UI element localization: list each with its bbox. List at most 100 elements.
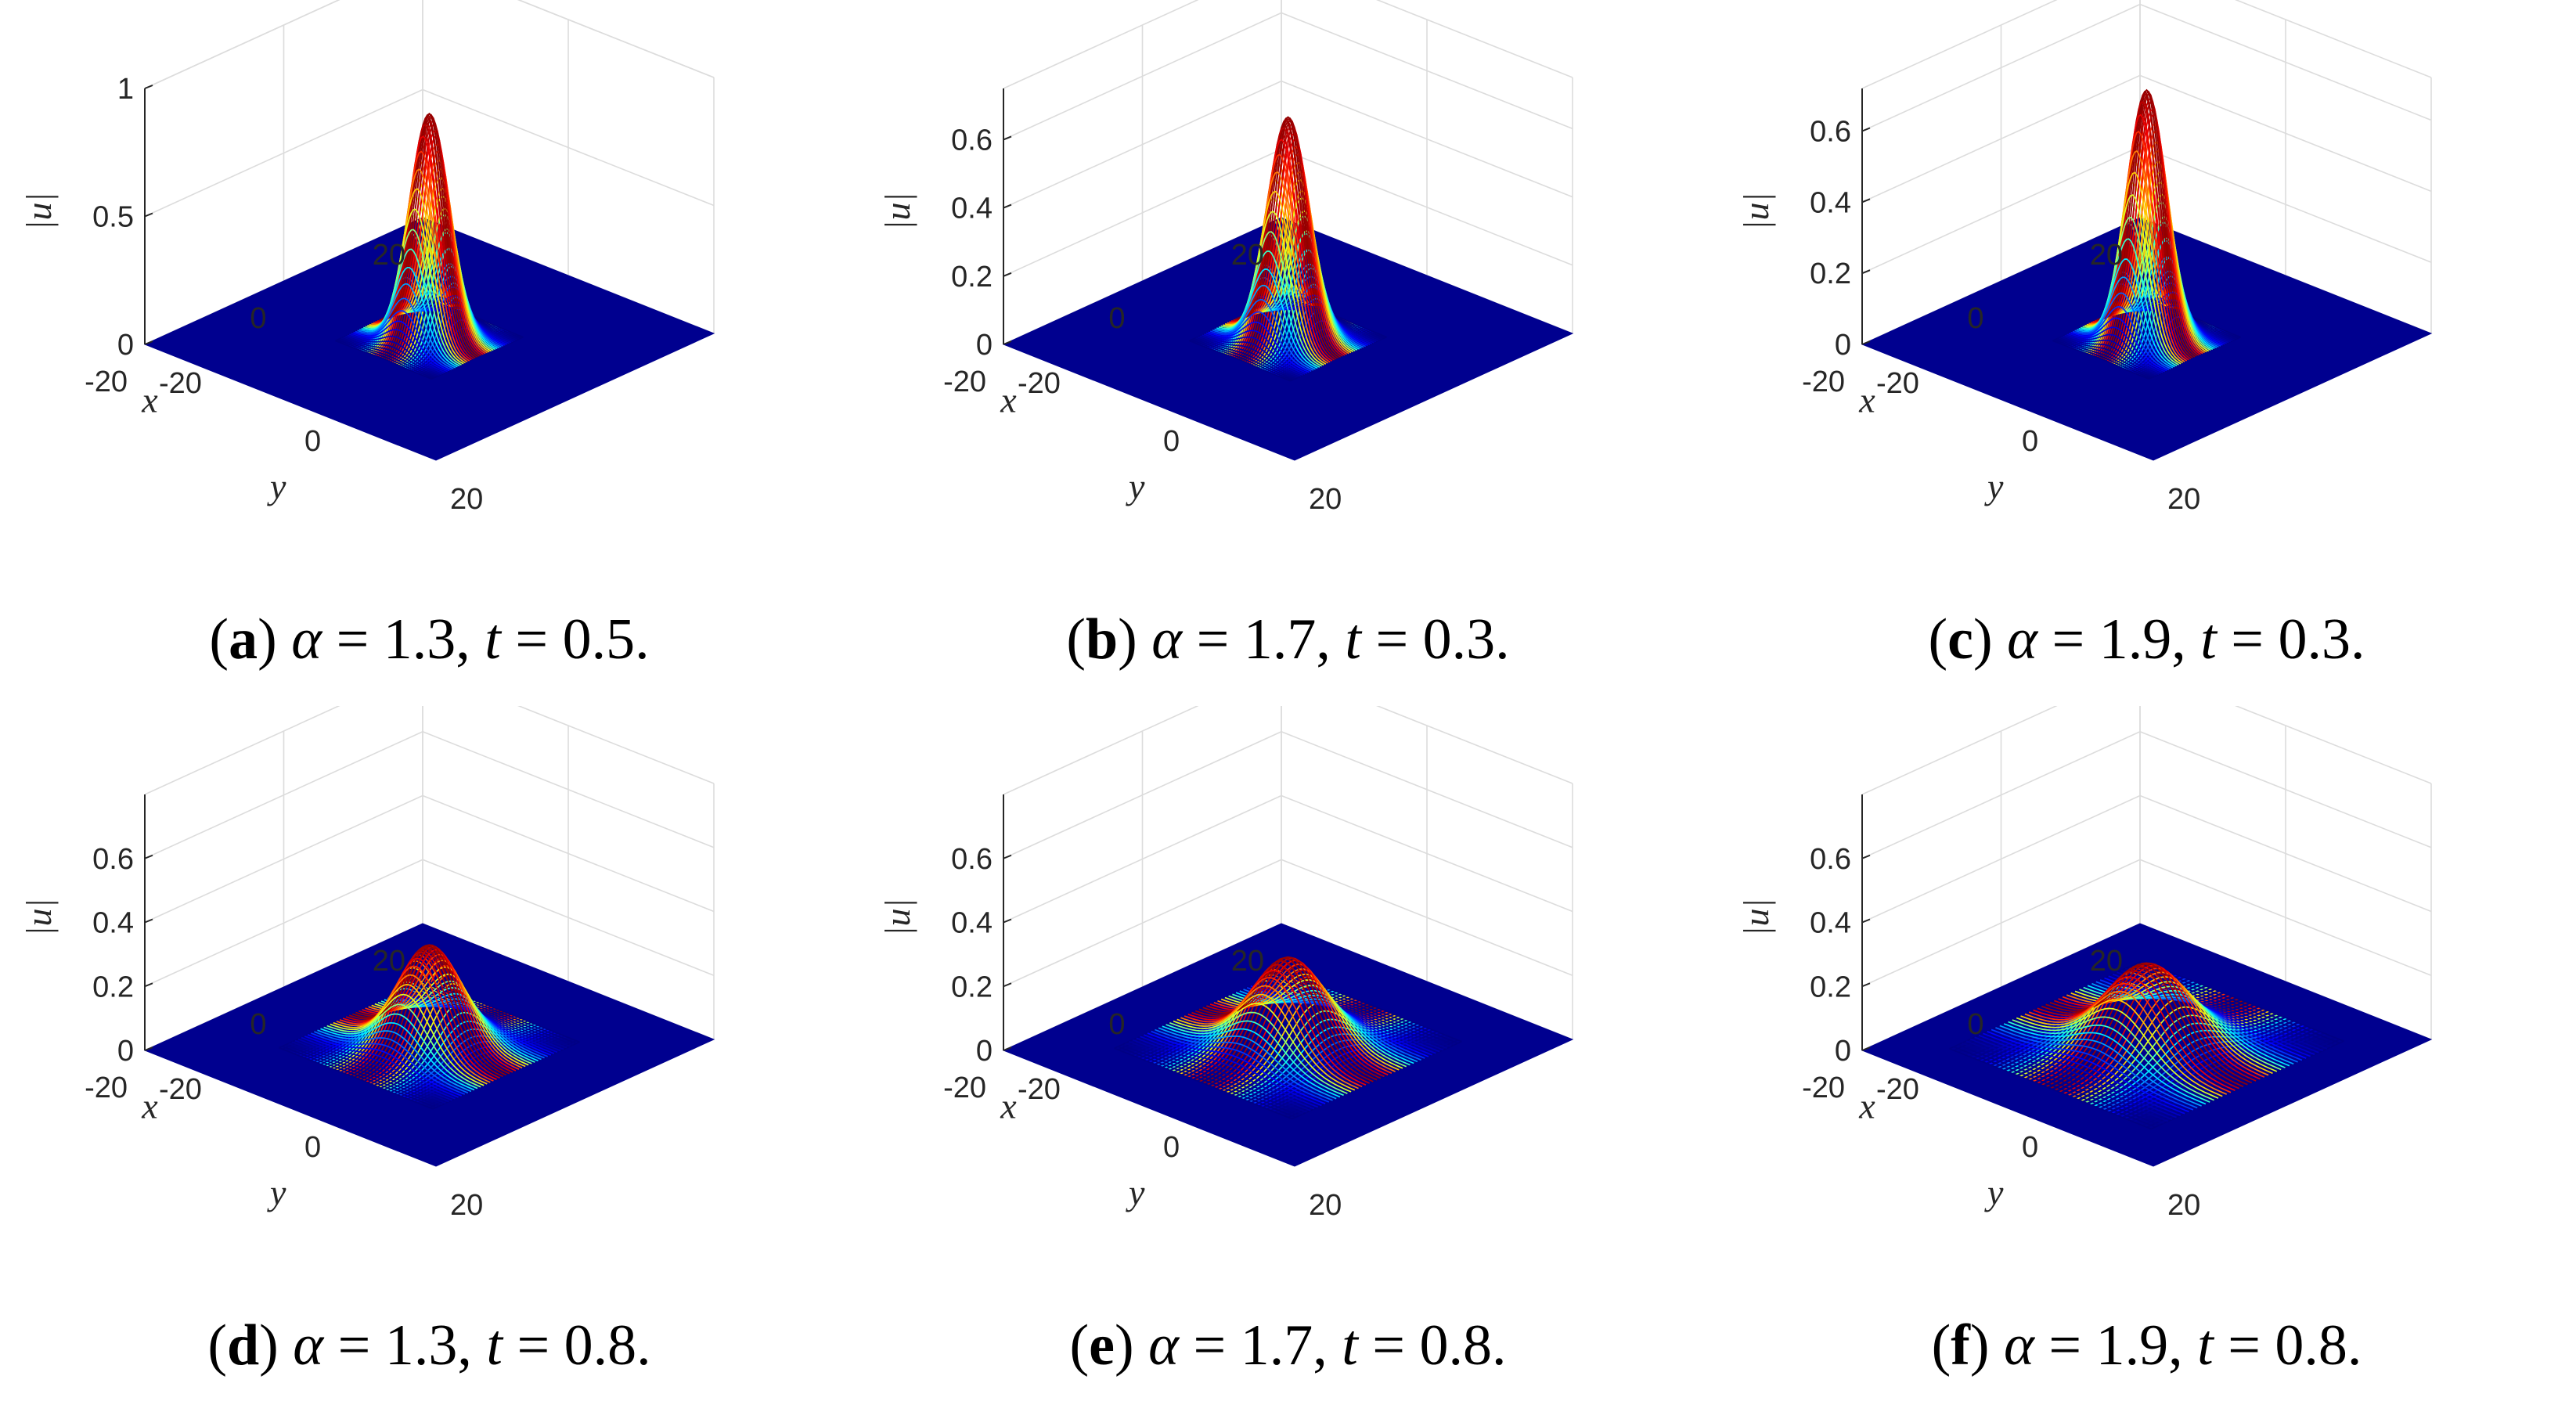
z-tick-label: 0.2: [951, 261, 993, 294]
z-tick-mark: [144, 1046, 153, 1051]
z-tick-mark: [1861, 340, 1871, 345]
mesh-line: [2041, 966, 2244, 1088]
x-tick-label: 20: [373, 945, 405, 978]
grid-line: [1003, 12, 1573, 141]
mesh-line: [339, 338, 436, 378]
grid-line: [1003, 80, 1573, 209]
z-tick-mark: [1003, 340, 1012, 345]
mesh-line: [1256, 233, 1358, 351]
mesh-line: [1957, 1044, 2160, 1126]
x-tick-label: 20: [2090, 945, 2123, 978]
y-tick-label: 20: [2167, 1189, 2200, 1222]
mesh-line: [358, 283, 456, 369]
mesh-line: [1285, 296, 1387, 338]
mesh-line: [379, 116, 476, 359]
caption-a: (a) α = 1.3, t = 0.5.: [209, 607, 650, 672]
box-edge: [144, 706, 715, 795]
mesh-line: [1136, 1037, 1315, 1110]
mesh-line: [1212, 298, 1314, 371]
mesh-line: [1258, 249, 1360, 350]
mesh-line: [1189, 340, 1291, 382]
z-axis-label: |u|: [1736, 193, 1776, 230]
mesh-line: [2054, 339, 2152, 379]
mesh-line: [355, 310, 452, 371]
mesh-line: [385, 120, 482, 356]
mesh-line: [282, 1046, 437, 1108]
y-tick-label: -20: [159, 367, 202, 400]
z-tick-mark: [144, 340, 153, 345]
mesh-line: [2118, 240, 2215, 350]
x-axis-label: x: [1858, 1086, 1875, 1126]
z-tick-mark: [144, 918, 153, 924]
x-tick-label: 0: [1967, 302, 1983, 335]
mesh-line: [375, 135, 472, 361]
grid-line: [144, 794, 715, 924]
y-axis-label: y: [267, 1172, 286, 1212]
mesh-line: [2074, 292, 2171, 369]
mesh-line: [1117, 1046, 1296, 1118]
mesh-line: [2076, 276, 2174, 369]
grid-line: [144, 88, 715, 218]
mesh-line: [1121, 1044, 1300, 1117]
z-tick-mark: [1861, 918, 1871, 924]
grid-line: [144, 859, 715, 987]
mesh-line: [326, 1003, 481, 1088]
z-tick-mark: [1003, 272, 1012, 277]
grid-line: [1003, 859, 1573, 987]
mesh-line: [361, 266, 458, 368]
mesh-line: [1239, 117, 1342, 358]
x-tick-label: -20: [1802, 1072, 1845, 1104]
mesh-line: [1216, 268, 1318, 369]
mesh-line: [339, 965, 494, 1082]
y-tick-label: 20: [1309, 483, 1342, 516]
mesh-line: [396, 993, 552, 1056]
mesh-line: [1187, 970, 1367, 1086]
surface-floor: [1861, 923, 2433, 1167]
panel-e: 0 0.2 0.4 0.6 |u| -20 0 20 -20 0 20 x y (e) α = 1.7,…: [859, 706, 1717, 1412]
mesh-line: [353, 320, 450, 372]
grid-line: [1861, 730, 2432, 859]
mesh-line: [1140, 1036, 1319, 1108]
mesh-line: [342, 957, 497, 1080]
mesh-line: [2003, 1023, 2207, 1105]
mesh-line: [311, 1032, 466, 1095]
y-tick-label: 0: [304, 425, 321, 458]
x-axis-label: x: [1858, 380, 1875, 420]
z-tick-label: 0: [1835, 1035, 1851, 1068]
z-tick-label: 0.6: [951, 124, 993, 157]
mesh-line: [2078, 258, 2175, 368]
mesh-line: [1237, 116, 1339, 359]
z-tick-label: 0: [117, 1035, 134, 1068]
x-tick-label: 0: [250, 302, 266, 335]
z-tick-mark: [1003, 1046, 1012, 1051]
mesh-line: [297, 1038, 452, 1101]
surface-floor: [143, 923, 715, 1167]
mesh-line: [336, 974, 491, 1083]
mesh-line: [1214, 284, 1316, 370]
mesh-line: [1191, 339, 1293, 381]
mesh-line: [2012, 1016, 2214, 1101]
z-axis-label: |u|: [1736, 899, 1776, 936]
z-tick-mark: [1861, 127, 1871, 132]
x-tick-label: 0: [1108, 1008, 1125, 1041]
x-tick-label: -20: [943, 366, 986, 398]
mesh-line: [1245, 146, 1348, 355]
mesh-line: [1218, 250, 1320, 368]
mesh-line: [1191, 964, 1370, 1084]
mesh-line: [2060, 336, 2157, 376]
x-tick-label: -20: [943, 1072, 986, 1104]
mesh-line: [2068, 326, 2166, 373]
mesh-line: [337, 339, 434, 379]
y-axis-label: y: [1126, 1172, 1145, 1212]
surface-plot-b: 0 0.2 0.4 0.6 |u| -20 0 20 -20 0 20 x y: [877, 0, 1574, 516]
z-tick-mark: [1003, 135, 1012, 141]
x-tick-label: 20: [373, 239, 405, 272]
mesh-line: [1987, 1031, 2189, 1113]
mesh-line: [1243, 132, 1346, 356]
mesh-line: [1125, 1043, 1304, 1115]
mesh-line: [288, 1043, 443, 1106]
mesh-line: [2066, 333, 2163, 373]
mesh-line: [2020, 999, 2223, 1097]
grid-line: [1861, 3, 2432, 132]
z-tick-label: 0.2: [951, 971, 993, 1003]
